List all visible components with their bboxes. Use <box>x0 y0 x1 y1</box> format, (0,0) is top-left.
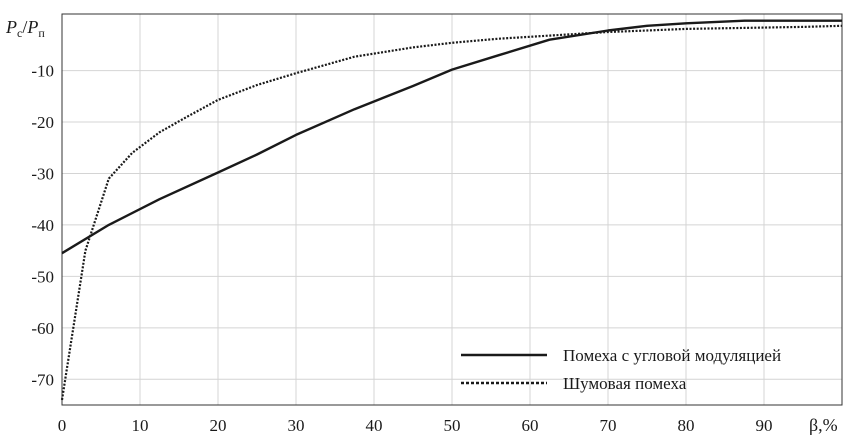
y-tick-label: -10 <box>31 62 54 81</box>
y-tick-labels: -10 -20 -30 -40 -50 -60 -70 <box>31 62 54 390</box>
x-tick-labels: 0 10 20 30 40 50 60 70 80 90 <box>58 416 773 435</box>
y-label-slash: / <box>22 17 27 37</box>
x-tick-label: 40 <box>366 416 383 435</box>
legend: Помеха с угловой модуляцией Шумовая поме… <box>461 346 781 393</box>
y-tick-label: -40 <box>31 216 54 235</box>
y-tick-label: -60 <box>31 319 54 338</box>
y-tick-label: -50 <box>31 267 54 286</box>
y-tick-label: -70 <box>31 370 54 389</box>
x-tick-label: 80 <box>678 416 695 435</box>
legend-label-angle-modulation: Помеха с угловой модуляцией <box>563 346 781 365</box>
series-group <box>60 19 843 401</box>
y-label-p-denominator: P <box>26 17 38 37</box>
y-axis-label: Pc/Pп <box>5 17 45 40</box>
gridlines <box>62 14 842 405</box>
x-axis-label: β,% <box>809 415 838 435</box>
y-label-sub-numerator: c <box>17 26 22 40</box>
series-line-noise <box>60 24 843 401</box>
plot-area-frame <box>61 13 843 406</box>
x-tick-label: 70 <box>600 416 617 435</box>
legend-label-noise: Шумовая помеха <box>563 374 687 393</box>
x-tick-label: 60 <box>522 416 539 435</box>
x-tick-label: 20 <box>210 416 227 435</box>
y-label-sub-denominator: п <box>38 26 45 40</box>
y-tick-label: -30 <box>31 164 54 183</box>
x-tick-label: 90 <box>756 416 773 435</box>
x-tick-label: 30 <box>288 416 305 435</box>
y-tick-label: -20 <box>31 113 54 132</box>
y-label-p-numerator: P <box>5 17 17 37</box>
series-line-angle-modulation <box>61 19 842 255</box>
x-tick-label: 0 <box>58 416 67 435</box>
x-tick-label: 50 <box>444 416 461 435</box>
x-tick-label: 10 <box>132 416 149 435</box>
